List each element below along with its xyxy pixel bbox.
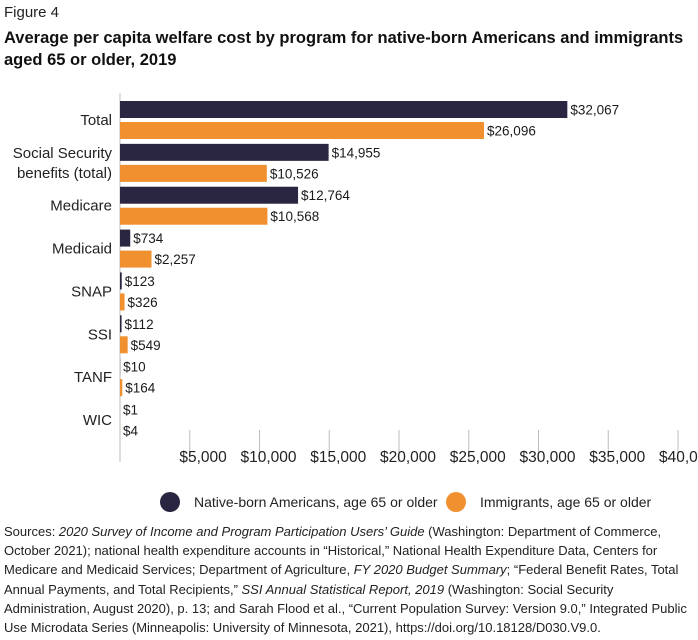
x-tick-label: $15,000 xyxy=(310,449,366,466)
bar xyxy=(120,272,122,290)
category-label: Medicaid xyxy=(52,241,112,258)
bar-value-label: $10 xyxy=(123,360,146,375)
bar xyxy=(120,379,123,397)
x-tick-label: $40,000 xyxy=(659,449,698,466)
bar-value-label: $164 xyxy=(125,381,156,396)
bar-value-label: $326 xyxy=(128,295,158,310)
bar-value-label: $1 xyxy=(123,403,138,418)
category-label: TANF xyxy=(74,369,112,386)
bar xyxy=(120,315,122,333)
bar-value-label: $10,526 xyxy=(270,166,319,181)
legend-swatch-native-born xyxy=(160,492,180,512)
bar-value-label: $112 xyxy=(125,317,154,332)
sources-ref-sipp: 2020 Survey of Income and Program Partic… xyxy=(58,524,425,539)
bar xyxy=(120,186,299,204)
bar-value-label: $123 xyxy=(125,274,155,289)
bar-value-label: $12,764 xyxy=(301,188,350,203)
legend: Native-born Americans, age 65 or older I… xyxy=(0,492,698,516)
bar xyxy=(120,293,125,311)
x-tick-label: $5,000 xyxy=(179,449,227,466)
legend-item-immigrants: Immigrants, age 65 or older xyxy=(446,492,651,512)
legend-swatch-immigrants xyxy=(446,492,466,512)
x-tick-label: $25,000 xyxy=(450,449,506,466)
bar xyxy=(120,207,268,225)
bar-value-label: $4 xyxy=(123,424,139,439)
bar xyxy=(120,250,152,268)
bar xyxy=(120,122,485,139)
category-label: SNAP xyxy=(71,283,112,300)
sources-text-1: (Washington: Department of Commerce, Oct… xyxy=(4,524,662,578)
bar-value-label: $10,568 xyxy=(270,209,319,224)
figure-label: Figure 4 xyxy=(4,4,60,21)
chart-title: Average per capita welfare cost by progr… xyxy=(4,29,684,69)
category-label: Total xyxy=(80,112,112,129)
bar-value-label: $14,955 xyxy=(332,145,381,160)
sources-text-2: ; “Federal Benefit Rates, Total Annual P… xyxy=(4,562,679,597)
bar xyxy=(120,336,128,354)
bar xyxy=(120,101,568,118)
sources-ref-ssi: SSI Annual Statistical Report, 2019 xyxy=(241,581,445,597)
category-label: Medicare xyxy=(50,198,112,215)
bar xyxy=(120,143,329,161)
bar xyxy=(120,229,131,247)
sources-prefix: Sources: xyxy=(4,524,59,539)
x-tick-label: $20,000 xyxy=(380,449,436,466)
sources-note: Sources: 2020 Survey of Income and Progr… xyxy=(4,522,694,637)
legend-label-immigrants: Immigrants, age 65 or older xyxy=(480,494,652,510)
category-label: benefits (total) xyxy=(17,165,112,182)
bar-value-label: $734 xyxy=(133,231,164,246)
bar-value-label: $2,257 xyxy=(154,252,195,267)
sources-text-3: (Washington: Social Security Administrat… xyxy=(4,581,687,636)
bar xyxy=(120,164,267,182)
bar-value-label: $32,067 xyxy=(570,103,619,118)
category-label: SSI xyxy=(88,326,112,343)
legend-item-native-born: Native-born Americans, age 65 or older xyxy=(160,492,438,512)
legend-label-native-born: Native-born Americans, age 65 or older xyxy=(194,494,438,510)
x-tick-label: $30,000 xyxy=(519,449,575,466)
sources-ref-budget: FY 2020 Budget Summary xyxy=(353,562,507,578)
bar-value-label: $26,096 xyxy=(487,124,536,139)
category-label: WIC xyxy=(83,412,112,429)
category-label: Social Security xyxy=(13,145,113,162)
bar-value-label: $549 xyxy=(131,338,161,353)
bar-chart: $5,000 $10,000 $15,000 $20,000 $25,000 $30,00… xyxy=(13,93,698,466)
x-tick-label: $35,000 xyxy=(589,449,645,466)
x-tick-label: $10,000 xyxy=(240,449,296,466)
